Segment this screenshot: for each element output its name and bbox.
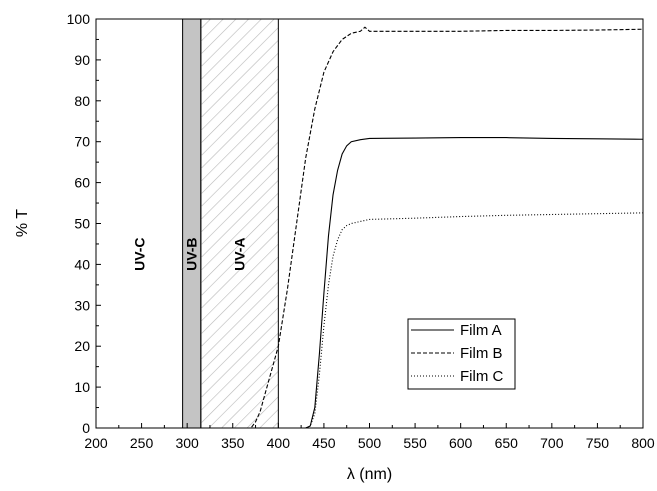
legend-box xyxy=(407,318,516,390)
series-line-film-c xyxy=(96,212,643,428)
region-label-uv-b: UV-B xyxy=(184,237,200,270)
y-tick-label: 0 xyxy=(82,420,90,436)
region-label-uv-a: UV-A xyxy=(232,237,248,270)
x-tick-label: 200 xyxy=(84,435,108,451)
y-tick-label: 30 xyxy=(74,297,90,313)
region-uv-b xyxy=(182,18,202,429)
region-label-uv-c: UV-C xyxy=(131,237,147,270)
y-tick-label: 90 xyxy=(74,52,90,68)
x-axis-title: λ (nm) xyxy=(347,466,392,483)
plot-frame xyxy=(95,18,644,429)
y-tick-label: 80 xyxy=(74,93,90,109)
x-tick-label: 300 xyxy=(175,435,199,451)
x-tick-label: 650 xyxy=(495,435,519,451)
y-axis-title: % T xyxy=(14,209,31,237)
legend: Film A Film B Film C xyxy=(407,318,516,390)
legend-label: Film A xyxy=(460,322,502,339)
y-tick-label: 10 xyxy=(74,379,90,395)
region-uv-a xyxy=(200,18,279,429)
x-tick-label: 250 xyxy=(130,435,154,451)
y-tick-label: 70 xyxy=(74,134,90,150)
y-tick-label: 100 xyxy=(67,11,91,27)
x-tick-label: 450 xyxy=(312,435,336,451)
x-tick-label: 750 xyxy=(586,435,610,451)
y-tick-label: 60 xyxy=(74,175,90,191)
x-tick-label: 350 xyxy=(221,435,245,451)
x-tick-label: 800 xyxy=(631,435,655,451)
y-tick-label: 50 xyxy=(74,216,90,232)
series-line-film-a xyxy=(96,137,643,428)
series-line-film-b xyxy=(96,26,643,428)
y-tick-label: 20 xyxy=(74,338,90,354)
legend-label: Film C xyxy=(460,368,503,385)
x-tick-label: 600 xyxy=(449,435,473,451)
x-tick-label: 400 xyxy=(267,435,291,451)
y-tick-label: 40 xyxy=(74,256,90,272)
x-tick-label: 500 xyxy=(358,435,382,451)
x-tick-label: 550 xyxy=(403,435,427,451)
x-tick-label: 700 xyxy=(540,435,564,451)
legend-label: Film B xyxy=(460,345,503,362)
